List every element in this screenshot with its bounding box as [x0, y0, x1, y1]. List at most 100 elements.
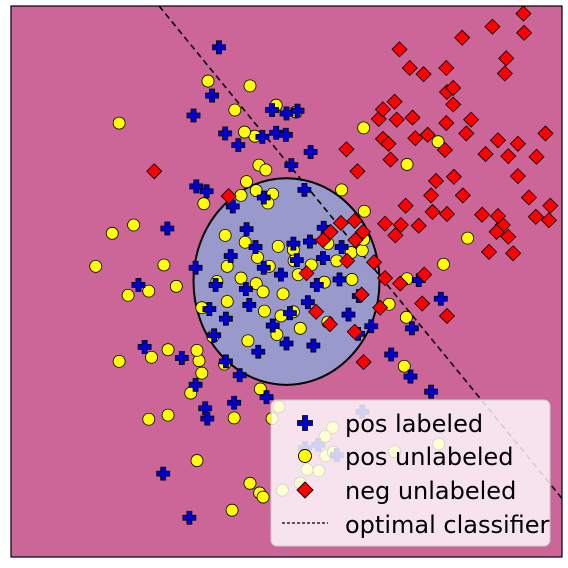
point-pos-labeled-63: [218, 126, 233, 141]
point-neg-unlabeled-44: [505, 245, 522, 262]
point-pos-unlabeled-56: [142, 284, 156, 298]
legend-marker-circle-icon: [298, 449, 312, 463]
point-neg-unlabeled-54: [397, 197, 414, 214]
point-neg-unlabeled-25: [386, 93, 403, 110]
point-pos-unlabeled-36: [220, 295, 234, 308]
point-neg-unlabeled-48: [474, 206, 491, 223]
point-neg-unlabeled-51: [424, 203, 441, 221]
point-pos-unlabeled-16: [256, 285, 270, 299]
legend: pos labeled pos unlabeled neg unlabeled …: [270, 399, 551, 547]
point-pos-unlabeled-92: [243, 79, 257, 93]
point-neg-unlabeled-78: [355, 354, 372, 371]
point-pos-unlabeled-15: [234, 271, 248, 285]
point-neg-unlabeled-61: [314, 232, 332, 249]
point-neg-unlabeled-63: [365, 254, 383, 271]
point-neg-unlabeled-38: [509, 168, 526, 185]
point-pos-labeled-20: [309, 278, 324, 292]
point-neg-unlabeled-12: [445, 96, 462, 113]
point-pos-labeled-16: [256, 260, 271, 275]
point-pos-unlabeled-27: [345, 273, 359, 286]
point-pos-labeled-30: [251, 344, 266, 359]
point-neg-unlabeled-59: [332, 214, 349, 232]
point-pos-unlabeled-70: [190, 343, 204, 357]
point-pos-unlabeled-1: [112, 116, 126, 130]
point-pos-labeled-37: [332, 272, 347, 287]
point-neg-unlabeled-8: [438, 59, 455, 77]
point-pos-unlabeled-43: [227, 411, 241, 425]
point-neg-unlabeled-58: [346, 212, 363, 229]
point-pos-labeled-28: [218, 354, 233, 369]
legend-label-pos-labeled: pos labeled: [345, 410, 483, 438]
point-pos-labeled-17: [274, 267, 288, 282]
point-pos-unlabeled-84: [228, 103, 242, 117]
point-pos-unlabeled-74: [461, 231, 475, 245]
point-pos-labeled-66: [279, 106, 294, 121]
point-neg-unlabeled-4: [498, 50, 515, 67]
point-pos-labeled-57: [156, 466, 171, 481]
point-pos-unlabeled-55: [161, 343, 175, 357]
point-pos-labeled-68: [303, 145, 318, 159]
point-pos-unlabeled-65: [190, 454, 204, 467]
point-pos-unlabeled-68: [225, 503, 239, 517]
point-neg-unlabeled-2: [516, 24, 533, 41]
point-neg-unlabeled-11: [445, 79, 462, 97]
point-neg-unlabeled-6: [391, 41, 408, 58]
point-neg-unlabeled-66: [372, 299, 389, 316]
point-pos-unlabeled-40: [192, 354, 206, 368]
point-pos-unlabeled-13: [238, 235, 252, 249]
legend-label-optimal-classifier: optimal classifier: [345, 511, 550, 539]
point-neg-unlabeled-79: [347, 232, 364, 249]
point-neg-unlabeled-35: [509, 135, 526, 152]
point-neg-unlabeled-57: [354, 223, 372, 240]
point-pos-labeled-41: [137, 340, 152, 354]
point-pos-labeled-9: [286, 236, 301, 251]
point-pos-unlabeled-53: [243, 476, 257, 490]
point-pos-unlabeled-59: [112, 354, 126, 368]
point-neg-unlabeled-39: [520, 189, 538, 206]
point-pos-unlabeled-72: [399, 310, 413, 324]
point-pos-labeled-14: [208, 278, 223, 292]
point-neg-unlabeled-13: [404, 109, 421, 126]
point-pos-labeled-43: [188, 377, 203, 392]
point-pos-labeled-45: [200, 411, 215, 426]
point-pos-labeled-32: [306, 338, 321, 353]
point-pos-labeled-61: [290, 103, 305, 118]
point-pos-labeled-54: [433, 291, 448, 306]
point-pos-unlabeled-80: [397, 359, 411, 373]
point-pos-labeled-15: [238, 282, 253, 296]
point-pos-labeled-47: [259, 390, 274, 405]
point-pos-unlabeled-6: [240, 175, 253, 189]
point-pos-labeled-31: [279, 336, 294, 351]
point-neg-unlabeled-37: [528, 148, 545, 165]
point-neg-unlabeled-36: [537, 125, 554, 142]
point-pos-labeled-65: [205, 88, 220, 103]
point-pos-labeled-25: [218, 311, 233, 326]
point-neg-unlabeled-60: [322, 223, 339, 240]
point-neg-unlabeled-29: [445, 168, 462, 185]
point-neg-unlabeled-75: [146, 163, 163, 180]
point-pos-unlabeled-73: [437, 257, 450, 271]
legend-marker-plus-icon: [297, 415, 313, 431]
point-pos-unlabeled-9: [197, 197, 211, 211]
point-neg-unlabeled-15: [438, 115, 455, 132]
point-neg-unlabeled-21: [349, 163, 366, 180]
point-neg-unlabeled-52: [423, 187, 440, 204]
point-neg-unlabeled-7: [415, 66, 432, 83]
point-neg-unlabeled-41: [527, 208, 544, 225]
point-pos-unlabeled-21: [276, 287, 290, 301]
point-pos-labeled-58: [182, 510, 197, 525]
point-neg-unlabeled-73: [308, 303, 325, 320]
point-pos-unlabeled-88: [335, 183, 349, 197]
point-pos-labeled-23: [265, 318, 280, 333]
point-pos-labeled-62: [265, 103, 279, 117]
point-pos-unlabeled-67: [256, 490, 270, 504]
point-neg-unlabeled-0: [515, 6, 532, 22]
point-neg-unlabeled-16: [419, 126, 436, 143]
legend-label-pos-unlabeled: pos unlabeled: [345, 443, 514, 471]
point-neg-unlabeled-22: [338, 141, 355, 158]
legend-label-neg-unlabeled: neg unlabeled: [345, 477, 516, 505]
point-pos-labeled-26: [202, 302, 217, 316]
point-pos-unlabeled-41: [195, 366, 209, 380]
point-pos-labeled-52: [403, 369, 418, 384]
point-pos-labeled-59: [231, 138, 246, 153]
